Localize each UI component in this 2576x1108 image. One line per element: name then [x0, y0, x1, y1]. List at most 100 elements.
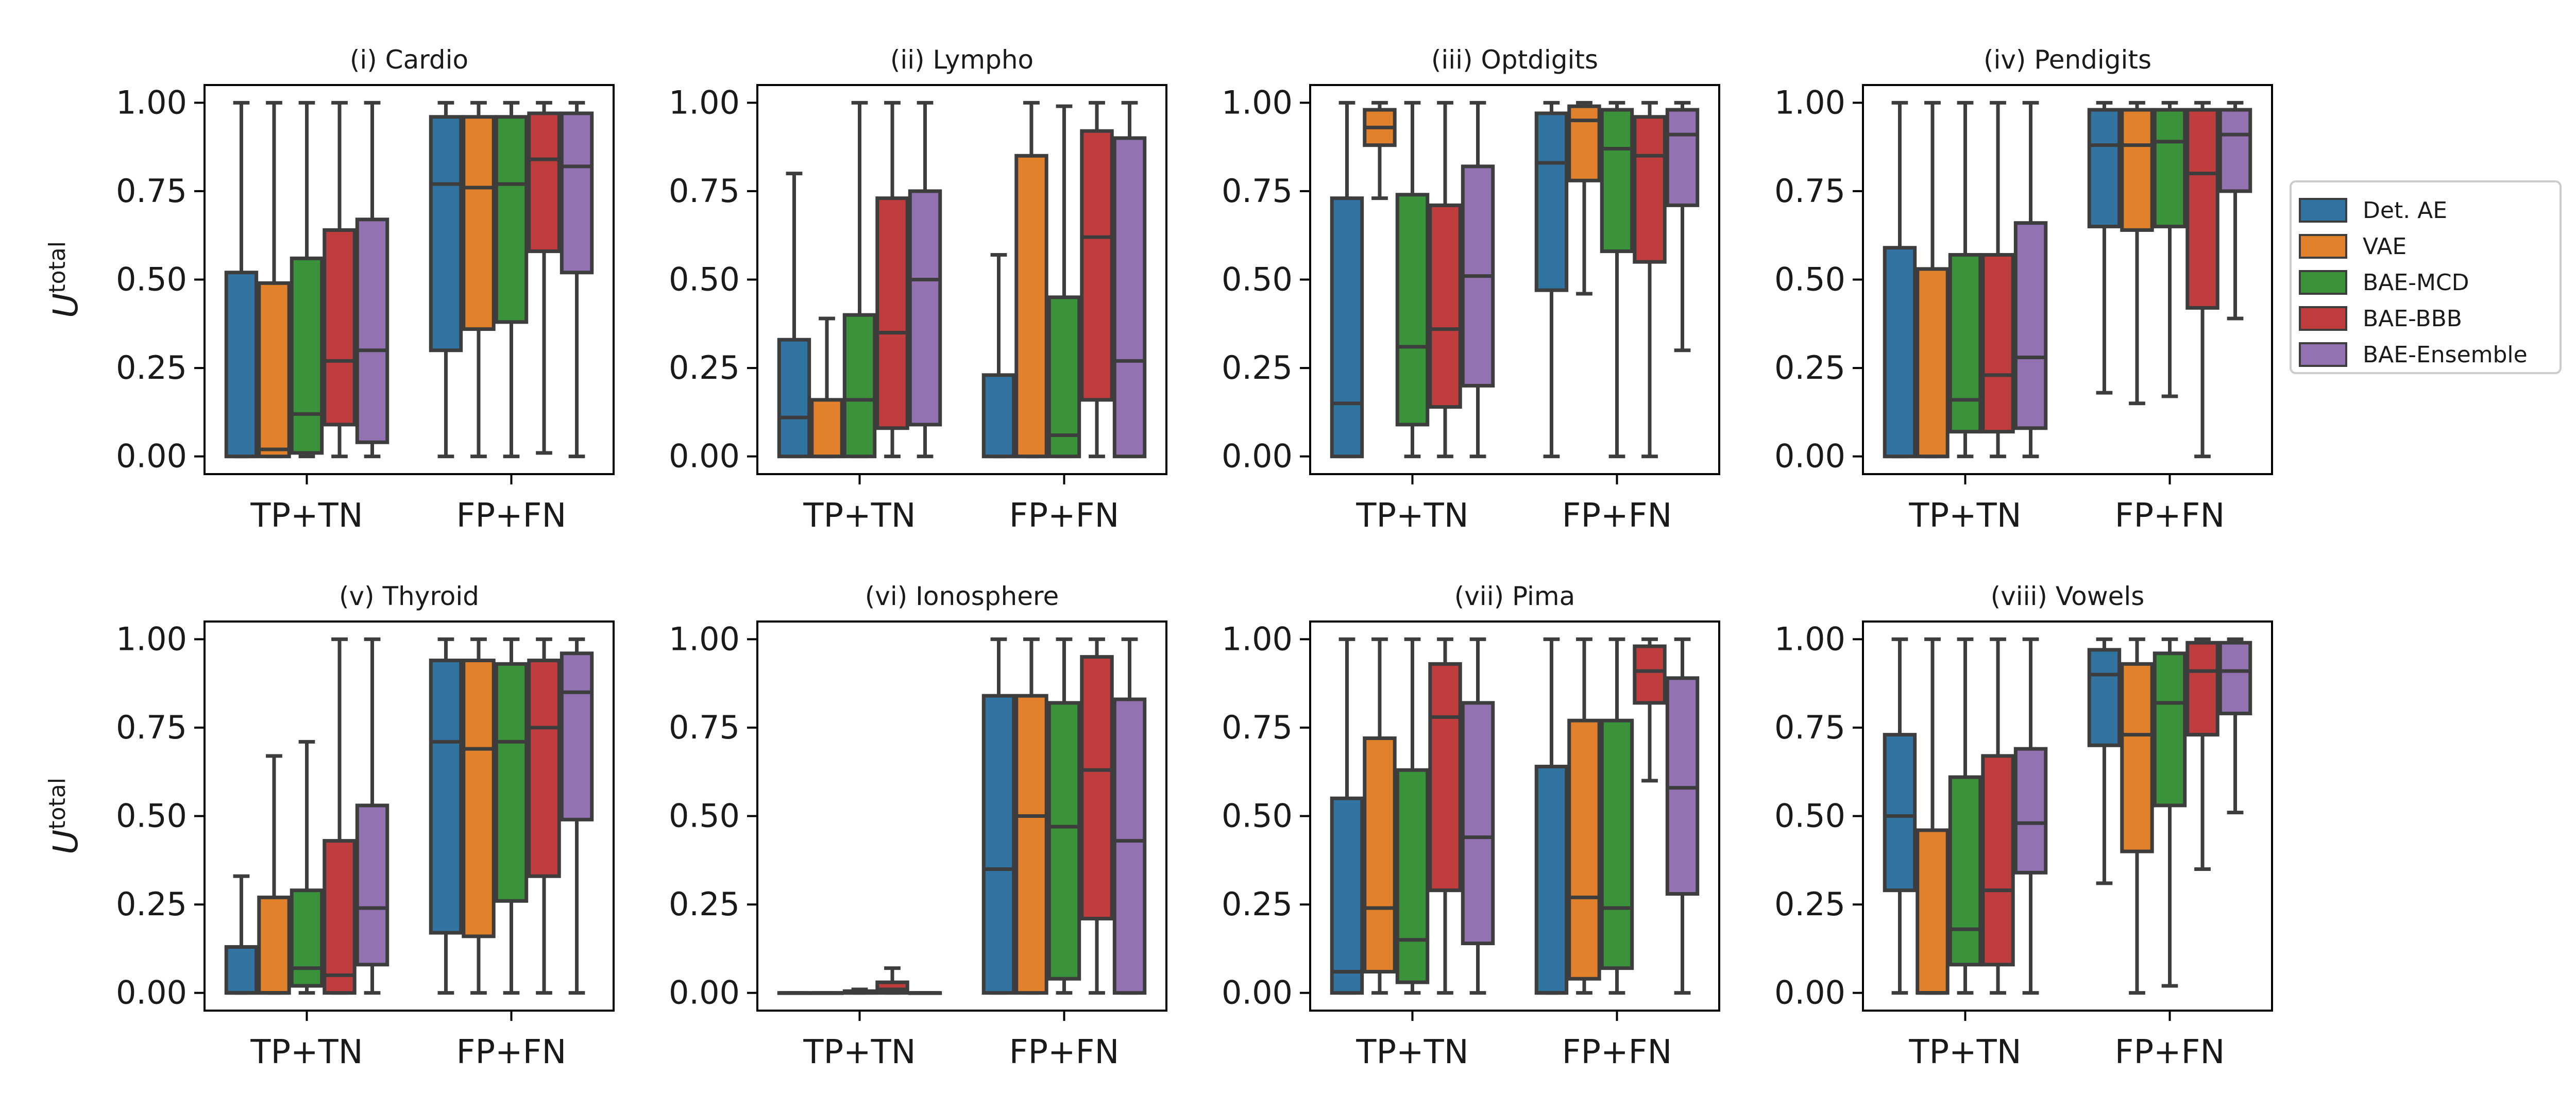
- y-tick-label: 0.00: [1774, 438, 1845, 475]
- iqr-box: [2218, 108, 2252, 193]
- iqr-box: [2185, 108, 2219, 310]
- box-tp-tn-series-5: [355, 100, 389, 459]
- y-tick-label: 0.25: [1222, 885, 1293, 923]
- box-fp-fn-series-2: [462, 100, 496, 459]
- box-tp-tn-series-5: [355, 637, 389, 995]
- box-fp-fn-series-2: [1014, 637, 1048, 995]
- y-tick-label: 0.75: [116, 709, 187, 746]
- legend-item-1: Det. AE: [2299, 197, 2447, 224]
- iqr-box: [1883, 733, 1917, 893]
- y-tick-label: 0.00: [1222, 974, 1293, 1012]
- iqr-box: [1014, 694, 1048, 995]
- box-fp-fn-series-1: [1534, 637, 1569, 995]
- box-fp-fn-series-5: [560, 637, 594, 995]
- y-tick-label: 0.75: [1774, 172, 1845, 210]
- x-tick-label: TP+TN: [1355, 497, 1468, 535]
- panel-title: (ii) Lympho: [890, 45, 1033, 75]
- iqr-box: [1916, 828, 1950, 995]
- box-fp-fn-series-4: [1633, 637, 1667, 783]
- iqr-box: [1948, 253, 1982, 434]
- iqr-box: [1428, 203, 1462, 409]
- legend-swatch: [2299, 270, 2347, 295]
- iqr-box: [1461, 701, 1495, 946]
- box-tp-tn-series-3: [290, 740, 324, 995]
- box-tp-tn-series-3: [290, 100, 324, 459]
- x-tick-label: TP+TN: [1908, 497, 2021, 535]
- box-fp-fn-series-1: [2087, 100, 2122, 395]
- y-axis-label-row-2: Utotal: [44, 778, 86, 854]
- y-tick-label: 0.75: [669, 709, 740, 746]
- iqr-box: [494, 662, 529, 903]
- box-fp-fn-series-5: [1665, 100, 1700, 352]
- legend-label: Det. AE: [2363, 197, 2447, 224]
- legend-swatch: [2299, 198, 2347, 223]
- iqr-box: [2087, 108, 2122, 229]
- y-tick-label: 0.00: [1774, 974, 1845, 1012]
- y-tick-label: 0.50: [1774, 797, 1845, 835]
- box-tp-tn-series-2: [257, 754, 291, 995]
- legend-label: VAE: [2363, 233, 2406, 260]
- panel-title: (iii) Optdigits: [1431, 45, 1598, 75]
- iqr-box: [494, 115, 529, 324]
- iqr-box: [1981, 253, 2015, 434]
- panel-title: (v) Thyroid: [339, 581, 479, 611]
- box-fp-fn-series-1: [1534, 100, 1569, 459]
- iqr-box: [2087, 648, 2122, 747]
- panel-title: (iv) Pendigits: [1984, 45, 2151, 75]
- y-tick-label: 0.50: [669, 261, 740, 298]
- box-tp-tn-series-1: [777, 172, 811, 459]
- y-tick-label: 0.00: [116, 974, 187, 1012]
- y-axis-label-superscript: total: [44, 241, 71, 293]
- box-tp-tn-series-4: [1981, 637, 2015, 995]
- box-tp-tn-series-1: [1330, 637, 1364, 995]
- y-tick-label: 1.00: [1222, 83, 1293, 121]
- iqr-box: [981, 694, 1016, 995]
- box-tp-tn-series-1: [1330, 100, 1364, 459]
- legend-item-2: VAE: [2299, 233, 2406, 260]
- iqr-box: [1600, 108, 1634, 254]
- iqr-box: [1948, 775, 1982, 967]
- iqr-box: [1395, 193, 1430, 427]
- legend-frame: [2290, 180, 2562, 374]
- box-tp-tn-series-2: [1916, 637, 1950, 995]
- box-tp-tn-series-2: [810, 316, 844, 459]
- iqr-box: [1600, 718, 1634, 970]
- iqr-box: [2013, 747, 2048, 875]
- box-fp-fn-series-3: [494, 100, 529, 459]
- box-fp-fn-series-5: [1665, 637, 1700, 995]
- x-tick-label: FP+FN: [2115, 497, 2225, 535]
- box-tp-tn-series-4: [875, 100, 909, 459]
- box-fp-fn-series-5: [1112, 637, 1147, 995]
- panel-3: (iii) Optdigits 0.00 0.25 0.50 0.75 1.00 TP+TN…: [1222, 45, 1720, 535]
- box-fp-fn-series-4: [527, 100, 561, 455]
- box-fp-fn-series-4: [2185, 100, 2219, 459]
- x-tick-label: FP+FN: [1562, 497, 1672, 535]
- iqr-box: [1665, 108, 1700, 207]
- panel-2: (ii) Lympho 0.00 0.25 0.50 0.75 1.00 TP+TN FP+F…: [669, 45, 1167, 535]
- box-tp-tn-series-1: [224, 100, 259, 459]
- y-tick-label: 0.75: [1222, 172, 1293, 210]
- y-tick-label: 1.00: [116, 620, 187, 658]
- iqr-box: [429, 115, 463, 352]
- iqr-box: [875, 196, 909, 430]
- box-tp-tn-series-2: [1363, 637, 1397, 995]
- y-tick-label: 0.25: [1774, 349, 1845, 387]
- legend-label: BAE-Ensemble: [2363, 342, 2528, 368]
- iqr-box: [462, 659, 496, 938]
- box-fp-fn-series-3: [494, 637, 529, 995]
- box-fp-fn-series-4: [1633, 100, 1667, 459]
- panel-7: (vii) Pima 0.00 0.25 0.50 0.75 1.00 TP+TN FP+FN: [1222, 581, 1720, 1071]
- iqr-box: [1567, 104, 1601, 182]
- iqr-box: [1534, 111, 1569, 292]
- panel-4: (iv) Pendigits 0.00 0.25 0.50 0.75 1.00 TP+TN F…: [1774, 45, 2273, 535]
- box-fp-fn-series-5: [560, 100, 594, 459]
- y-tick-label: 0.25: [116, 885, 187, 923]
- box-fp-fn-series-4: [1080, 637, 1114, 995]
- box-tp-tn-series-3: [1948, 637, 1982, 995]
- box-fp-fn-series-2: [462, 637, 496, 995]
- iqr-box: [1047, 295, 1081, 459]
- box-fp-fn-series-4: [1080, 100, 1114, 459]
- box-fp-fn-series-2: [1014, 100, 1048, 459]
- box-fp-fn-series-3: [1047, 104, 1081, 459]
